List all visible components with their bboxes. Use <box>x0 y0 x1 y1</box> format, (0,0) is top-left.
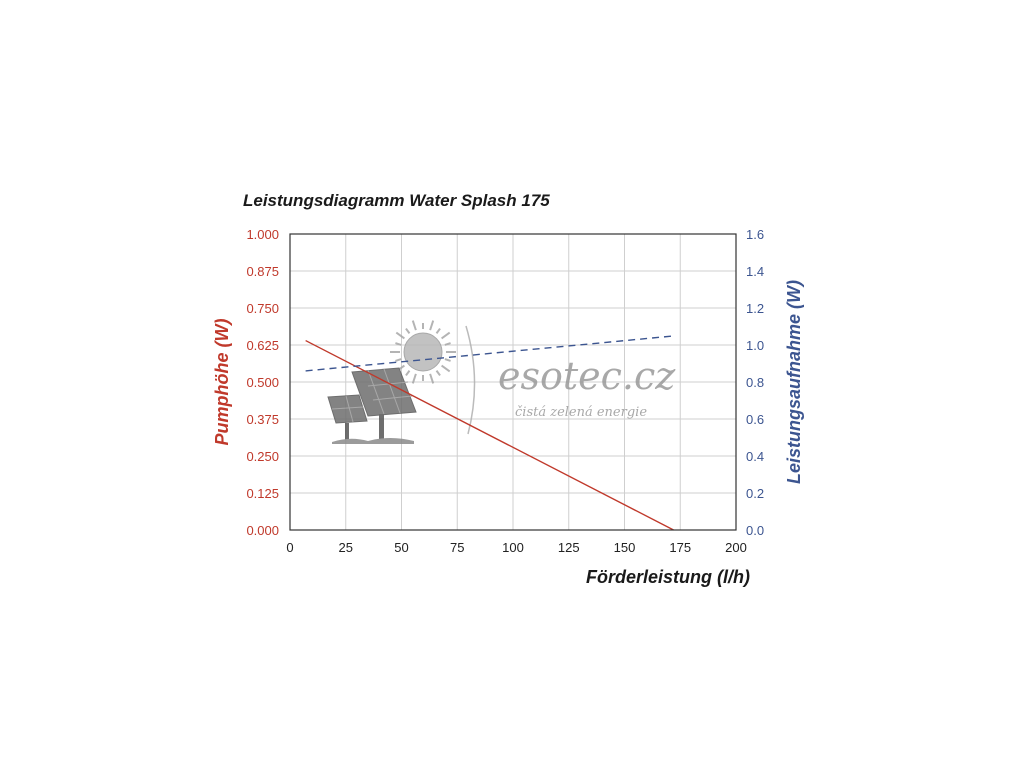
y-tick-label-left: 0.625 <box>246 338 279 353</box>
y-tick-label-left: 0.750 <box>246 301 279 316</box>
watermark-tagline: čistá zelená energie <box>515 405 647 420</box>
y-ticks-left: 0.000 0.125 0.250 0.375 0.500 0.625 0.750 0.875… <box>246 227 279 538</box>
x-tick-label: 175 <box>669 540 691 555</box>
series-layer <box>305 335 676 531</box>
y-tick-label-left: 0.000 <box>246 523 279 538</box>
sun-ray <box>405 327 411 334</box>
y-tick-label-right: 0.8 <box>746 375 764 390</box>
y-tick-label-right: 1.6 <box>746 227 764 242</box>
y-ticks-right: 0.0 0.2 0.4 0.6 0.8 1.0 1.2 1.4 1.6 <box>746 227 764 538</box>
solar-panel-small-icon <box>327 394 368 441</box>
x-tick-label: 25 <box>339 540 353 555</box>
y-tick-label-right: 0.4 <box>746 449 764 464</box>
series-line-head <box>305 339 674 531</box>
sun-ray <box>444 342 451 346</box>
y-tick-label-right: 0.0 <box>746 523 764 538</box>
x-tick-label: 200 <box>725 540 747 555</box>
y-tick-label-right: 0.6 <box>746 412 764 427</box>
sun-ray <box>395 358 402 362</box>
plot-frame <box>289 233 737 531</box>
sun-ray <box>441 331 451 340</box>
sun-ray <box>411 373 417 384</box>
sun-ray <box>435 327 441 334</box>
sun-ray <box>429 373 435 384</box>
x-tick-label: 150 <box>614 540 636 555</box>
x-tick-label: 0 <box>286 540 293 555</box>
y-axis-label-left: Pumphöhe (W) <box>212 319 232 446</box>
logo-divider-icon <box>465 325 476 435</box>
x-tick-label: 125 <box>558 540 580 555</box>
sun-ray <box>441 364 451 373</box>
sun-ray <box>395 331 405 340</box>
y-tick-label-right: 1.4 <box>746 264 764 279</box>
sun-ray <box>429 320 435 331</box>
y-tick-label-left: 0.875 <box>246 264 279 279</box>
x-tick-label: 50 <box>394 540 408 555</box>
sun-ray <box>411 320 417 331</box>
ground-icon <box>332 438 414 444</box>
y-tick-label-left: 0.375 <box>246 412 279 427</box>
sun-ray <box>435 370 441 377</box>
x-tick-label: 100 <box>502 540 524 555</box>
y-tick-label-left: 0.125 <box>246 486 279 501</box>
y-tick-label-right: 1.2 <box>746 301 764 316</box>
sun-ray <box>405 370 411 377</box>
y-tick-label-left: 0.500 <box>246 375 279 390</box>
y-axis-label-right: Leistungsaufnahme (W) <box>784 280 804 484</box>
series-line-power <box>305 335 676 372</box>
solar-panel-large-icon <box>351 367 417 440</box>
y-tick-label-left: 0.250 <box>246 449 279 464</box>
sun-ray <box>395 342 402 346</box>
y-tick-label-right: 1.0 <box>746 338 764 353</box>
watermark-logo: esotec.cz čistá zelená energie <box>327 320 676 444</box>
x-tick-label: 75 <box>450 540 464 555</box>
sun-ray <box>444 358 451 362</box>
chart-title: Leistungsdiagramm Water Splash 175 <box>243 191 550 210</box>
x-axis-label: Förderleistung (l/h) <box>586 567 750 587</box>
y-tick-label-right: 0.2 <box>746 486 764 501</box>
y-tick-label-left: 1.000 <box>246 227 279 242</box>
sun-icon <box>390 320 456 384</box>
watermark-brand: esotec.cz <box>498 354 676 398</box>
x-ticks: 0 25 50 75 100 125 150 175 200 <box>286 540 746 555</box>
